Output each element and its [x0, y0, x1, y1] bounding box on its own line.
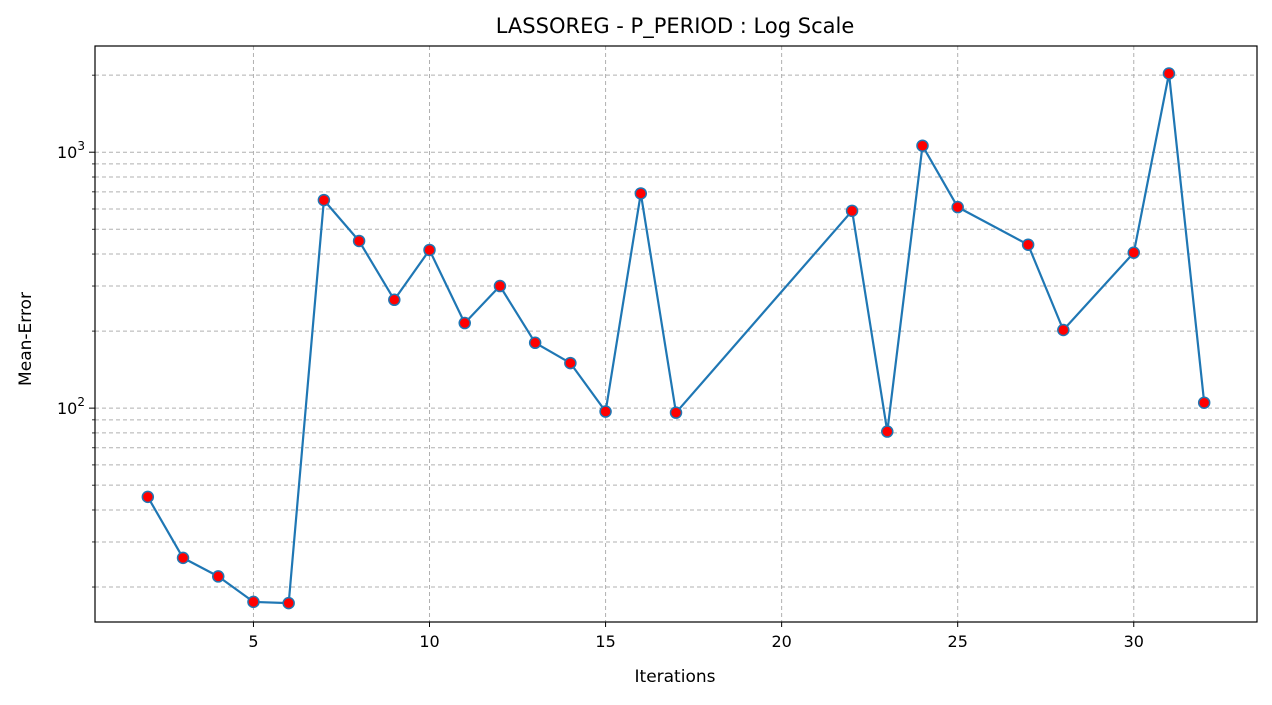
data-point-marker [1057, 323, 1070, 337]
data-point-marker [176, 551, 190, 565]
data-point-marker [282, 596, 295, 610]
y-axis-label: Mean-Error [16, 292, 36, 386]
series-line [146, 72, 1206, 605]
data-point-marker [916, 139, 929, 152]
data-point-marker [1197, 396, 1211, 409]
x-axis-label: Iterations [635, 667, 716, 687]
data-point-marker [317, 193, 331, 207]
data-point-marker [881, 425, 894, 438]
x-tick-label: 20 [771, 632, 791, 651]
x-tick-label: 5 [248, 632, 258, 651]
data-point-marker [669, 406, 683, 419]
x-tick-label: 10 [419, 632, 439, 651]
data-point-marker [1021, 238, 1035, 251]
data-point-marker [1162, 67, 1176, 80]
x-tick-label: 25 [948, 632, 968, 651]
data-point-marker [528, 336, 542, 350]
data-point-marker [458, 316, 471, 330]
data-point-marker [352, 234, 366, 248]
chart-title: LASSOREG - P_PERIOD : Log Scale [496, 14, 855, 39]
x-tick-label: 15 [595, 632, 615, 651]
y-tick-label: 102 [57, 395, 85, 418]
data-point-marker [951, 200, 964, 214]
data-point-marker [599, 405, 612, 418]
tick-layer: 5 10 15 20 25 30 102 103 [57, 74, 1144, 651]
data-point-marker [493, 279, 507, 293]
series-layer [141, 67, 1211, 610]
plot-frame [94, 45, 1258, 623]
data-point-marker [1127, 246, 1141, 259]
data-point-marker [247, 595, 260, 609]
data-point-marker [634, 187, 648, 200]
x-tick-label: 30 [1124, 632, 1144, 651]
data-point-marker [423, 243, 436, 257]
y-tick-label: 103 [57, 139, 85, 162]
data-point-marker [845, 204, 859, 218]
data-point-marker [141, 490, 155, 504]
data-point-marker [211, 570, 225, 583]
grid-layer [95, 46, 1257, 622]
data-point-marker [388, 293, 401, 307]
data-point-marker [564, 356, 577, 370]
